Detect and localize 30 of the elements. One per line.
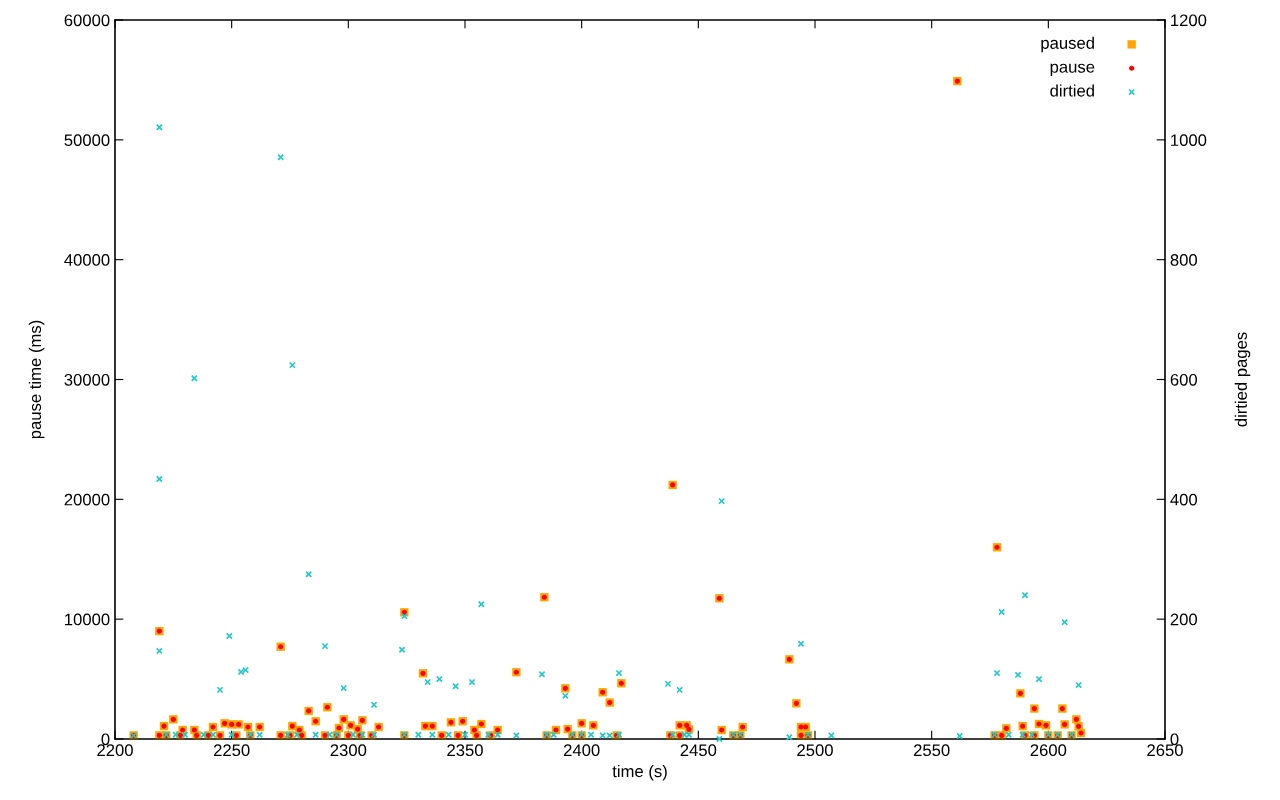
- legend-label: dirtied: [1050, 84, 1094, 97]
- y2-axis-title: dirtied pages: [1234, 332, 1251, 427]
- x-tick-label: 2650: [1147, 744, 1183, 757]
- y-axis-title: pause time (ms): [28, 320, 45, 439]
- y-tick-label: 0: [101, 733, 110, 746]
- x-tick-label: 2450: [680, 744, 717, 757]
- y-tick-label: 50000: [64, 134, 110, 147]
- x-axis-title: time (s): [612, 764, 667, 781]
- y-tick-label: 20000: [64, 493, 110, 506]
- y2-tick-label: 1000: [1171, 134, 1207, 147]
- y-tick-label: 40000: [64, 254, 110, 266]
- y2-tick-label: 800: [1170, 254, 1198, 266]
- y2-tick-label: 600: [1170, 373, 1198, 386]
- x-tick-label: 2300: [330, 744, 367, 757]
- y2-tick-label: 200: [1170, 613, 1198, 626]
- y-tick-label: 60000: [64, 14, 110, 27]
- x-tick-label: 2350: [447, 744, 483, 757]
- y2-tick-label: 400: [1170, 493, 1198, 506]
- x-tick-label: 2400: [563, 744, 600, 757]
- x-tick-label: 2500: [797, 744, 833, 757]
- x-tick-label: 2200: [97, 744, 133, 757]
- x-tick-label: 2550: [913, 744, 950, 757]
- y-tick-label: 30000: [64, 373, 110, 386]
- y-tick-label: 10000: [65, 613, 110, 626]
- legend-label: pause: [1050, 63, 1095, 77]
- x-tick-label: 2250: [213, 744, 250, 757]
- x-tick-label: 2600: [1030, 744, 1067, 757]
- legend-label: paused: [1041, 36, 1094, 53]
- y2-tick-label: 1200: [1171, 14, 1207, 27]
- y2-tick-label: 0: [1170, 733, 1179, 746]
